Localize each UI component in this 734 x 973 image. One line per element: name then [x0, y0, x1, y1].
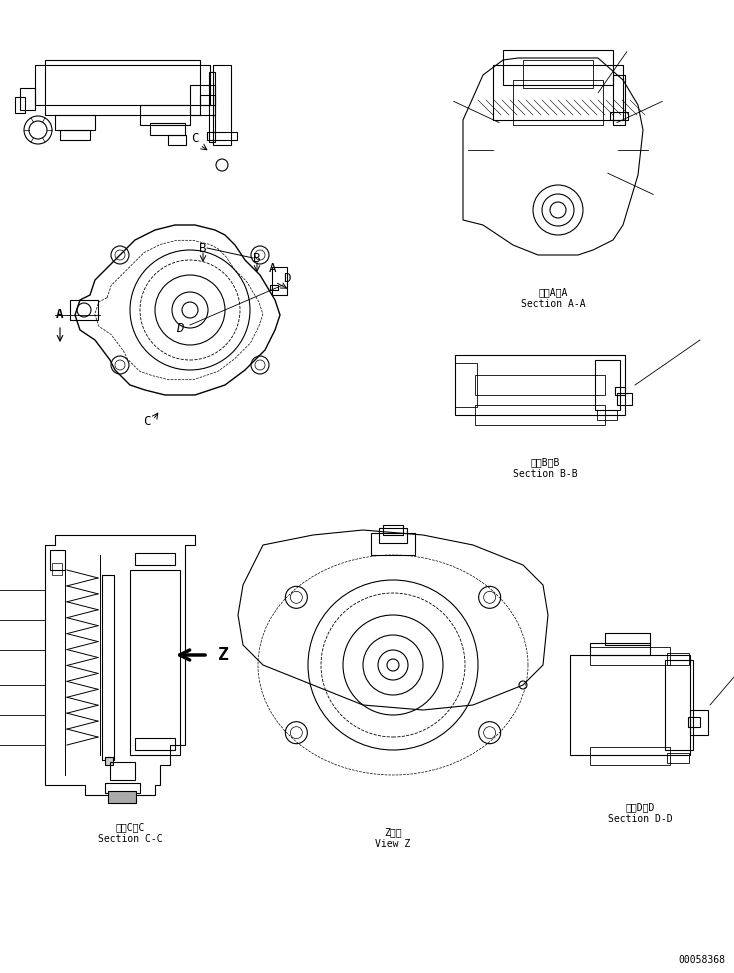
Text: Section D-D: Section D-D	[608, 814, 672, 824]
Bar	[45, 60, 200, 115]
Bar	[513, 80, 603, 125]
Bar	[493, 65, 623, 120]
Text: D: D	[283, 272, 291, 285]
Bar	[130, 570, 180, 755]
Text: B: B	[199, 242, 207, 255]
Bar	[383, 525, 403, 535]
Bar	[665, 660, 693, 750]
Bar	[102, 575, 114, 760]
Bar	[168, 135, 186, 145]
Bar	[110, 762, 135, 780]
Bar	[455, 355, 625, 415]
Text: C: C	[192, 132, 199, 145]
Text: 断面A－A: 断面A－A	[538, 287, 567, 297]
Text: A: A	[269, 262, 277, 275]
Text: B: B	[253, 252, 261, 265]
Bar	[615, 387, 625, 395]
Bar	[270, 285, 278, 290]
Bar	[200, 95, 215, 105]
Bar	[690, 710, 708, 735]
Bar	[55, 115, 95, 130]
Bar	[15, 97, 25, 113]
Bar	[688, 717, 700, 727]
Bar	[105, 757, 113, 765]
Bar	[570, 655, 690, 755]
Bar	[70, 300, 98, 320]
Text: Section A-A: Section A-A	[520, 299, 585, 309]
Text: Z　視: Z 視	[384, 827, 401, 837]
Text: Section C-C: Section C-C	[98, 834, 162, 844]
Text: A: A	[57, 308, 64, 321]
Bar	[60, 130, 90, 140]
Text: 断面B－B: 断面B－B	[530, 457, 560, 467]
Bar	[209, 72, 215, 142]
Bar	[523, 60, 593, 88]
Text: C: C	[143, 415, 150, 428]
Text: Z: Z	[217, 646, 228, 664]
Bar	[455, 363, 477, 407]
Text: 00058368: 00058368	[678, 955, 725, 965]
Bar	[108, 791, 136, 803]
Bar	[503, 50, 613, 85]
Bar	[613, 75, 625, 125]
Bar	[475, 405, 605, 425]
Bar	[50, 550, 65, 570]
Bar	[475, 375, 605, 395]
Bar	[20, 88, 35, 110]
Bar	[617, 393, 632, 405]
Bar	[590, 643, 650, 655]
Text: D: D	[176, 322, 184, 335]
Bar	[213, 65, 231, 145]
Text: View Z: View Z	[375, 839, 410, 849]
Bar	[135, 738, 175, 750]
Bar	[190, 85, 215, 115]
Bar	[371, 533, 415, 555]
Bar	[140, 105, 190, 125]
Bar	[150, 123, 185, 135]
Bar	[272, 267, 287, 295]
Text: Section B-B: Section B-B	[512, 469, 578, 479]
Bar	[667, 653, 689, 665]
Bar	[595, 360, 620, 410]
Bar	[590, 647, 670, 665]
Bar	[597, 410, 617, 420]
Bar	[52, 563, 62, 575]
Text: 断面D－D: 断面D－D	[625, 802, 655, 812]
Bar	[667, 753, 689, 763]
Bar	[605, 633, 650, 645]
Bar	[610, 112, 628, 120]
Bar	[105, 783, 140, 793]
Bar	[135, 553, 175, 565]
Bar	[590, 747, 670, 765]
Bar	[379, 528, 407, 543]
Text: 断面C－C: 断面C－C	[115, 822, 145, 832]
Bar	[35, 65, 210, 105]
Bar	[207, 132, 237, 140]
